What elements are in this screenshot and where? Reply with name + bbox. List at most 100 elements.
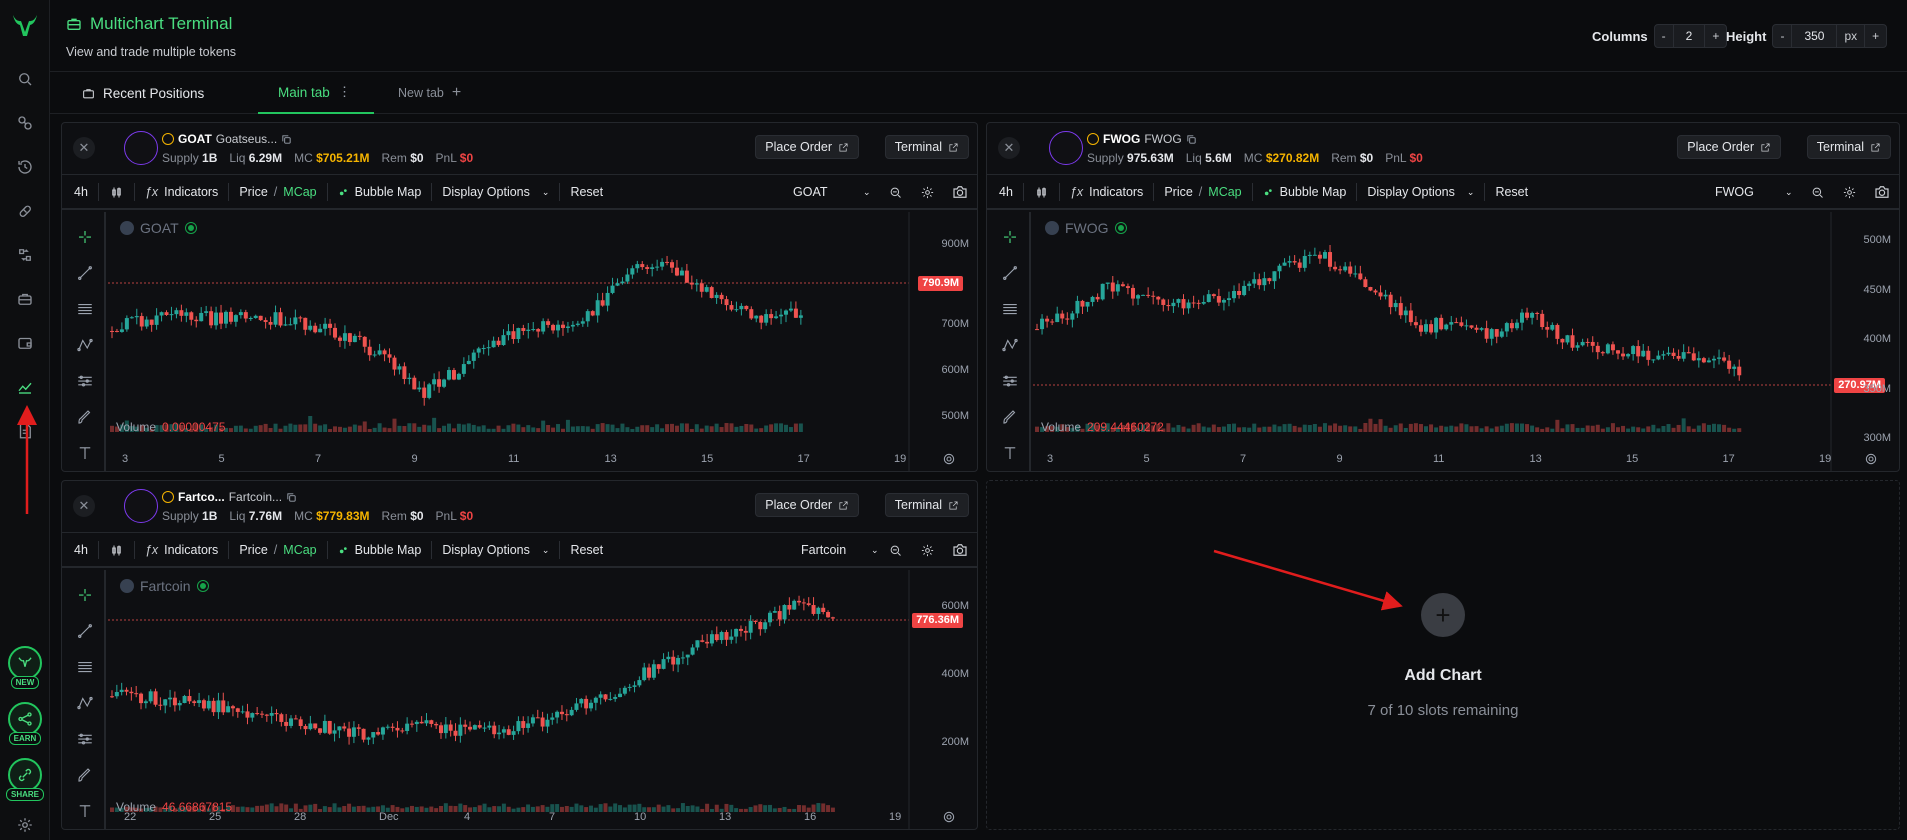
height-stepper[interactable]: - 350 px + <box>1772 24 1888 48</box>
share-badge-button[interactable]: SHARE <box>6 758 45 808</box>
terminal-button[interactable]: Terminal <box>884 135 969 159</box>
height-value[interactable]: 350 <box>1791 25 1838 47</box>
crosshair-tool-icon[interactable] <box>76 586 94 604</box>
fib-tool-icon[interactable] <box>76 300 94 318</box>
candle-type-button[interactable] <box>99 534 134 566</box>
columns-decrement-button[interactable]: - <box>1661 29 1666 43</box>
place-order-button[interactable]: Place Order <box>755 493 859 517</box>
swap-icon[interactable] <box>10 240 40 270</box>
copy-icon[interactable] <box>1186 134 1197 145</box>
token-avatar[interactable] <box>124 489 158 523</box>
token-select[interactable]: GOAT ⌄ <box>793 185 873 199</box>
chart-settings-button[interactable] <box>1842 185 1857 200</box>
link-icon[interactable] <box>10 108 40 138</box>
candle-type-button[interactable] <box>99 176 134 208</box>
earn-badge-button[interactable]: EARN <box>6 702 44 752</box>
token-avatar[interactable] <box>124 131 158 165</box>
reset-button[interactable]: Reset <box>560 176 613 208</box>
token-avatar[interactable] <box>1049 131 1083 165</box>
indicators-button[interactable]: ƒx Indicators <box>135 176 228 208</box>
columns-value[interactable]: 2 <box>1672 25 1706 47</box>
kebab-menu-icon[interactable]: ⋮ <box>337 84 352 99</box>
multichart-icon[interactable] <box>10 372 40 402</box>
price-chart[interactable]: FWOG Volume 209.44460272 270.97M 500M 450M… <box>1033 212 1899 471</box>
pattern-tool-icon[interactable] <box>76 336 94 354</box>
fib-tool-icon[interactable] <box>1001 300 1019 318</box>
zoom-button[interactable] <box>888 543 903 558</box>
display-options-dropdown[interactable]: Display Options ⌄ <box>432 534 559 566</box>
interval-selector[interactable]: 4h <box>987 176 1023 208</box>
axis-settings-gear-icon[interactable] <box>941 451 957 467</box>
interval-selector[interactable]: 4h <box>62 534 98 566</box>
trendline-tool-icon[interactable] <box>76 622 94 640</box>
pattern-tool-icon[interactable] <box>1001 336 1019 354</box>
token-select[interactable]: Fartcoin ⌄ <box>801 543 881 557</box>
token-select[interactable]: FWOG ⌄ <box>1715 185 1795 199</box>
reset-button[interactable]: Reset <box>1485 176 1538 208</box>
trendline-tool-icon[interactable] <box>1001 264 1019 282</box>
bull-logo-icon[interactable] <box>10 12 40 40</box>
add-chart-button[interactable]: + <box>1421 593 1465 637</box>
add-chart-slot[interactable]: + Add Chart 7 of 10 slots remaining <box>986 480 1900 830</box>
zoom-button[interactable] <box>1810 185 1825 200</box>
brush-tool-icon[interactable] <box>76 766 94 784</box>
close-chart-button[interactable]: ✕ <box>73 495 95 517</box>
fib-tool-icon[interactable] <box>76 658 94 676</box>
display-options-dropdown[interactable]: Display Options ⌄ <box>432 176 559 208</box>
pill-icon[interactable] <box>10 196 40 226</box>
text-tool-icon[interactable] <box>1001 444 1019 462</box>
price-chart[interactable]: Fartcoin Volume 46.66867815 776.36M 600M 4… <box>108 570 977 829</box>
chart-settings-button[interactable] <box>920 543 935 558</box>
prediction-tool-icon[interactable] <box>76 730 94 748</box>
new-badge-button[interactable]: NEW <box>6 646 44 696</box>
candlestick-plot[interactable] <box>108 212 977 472</box>
screenshot-button[interactable] <box>951 541 969 559</box>
price-mcap-toggle[interactable]: Price / MCap <box>229 176 326 208</box>
prediction-tool-icon[interactable] <box>1001 372 1019 390</box>
terminal-button[interactable]: Terminal <box>884 493 969 517</box>
tab-new[interactable]: New tab + <box>398 72 461 114</box>
crosshair-tool-icon[interactable] <box>1001 228 1019 246</box>
height-increment-button[interactable]: + <box>1864 25 1886 47</box>
screenshot-button[interactable] <box>1873 183 1891 201</box>
bubble-map-button[interactable]: Bubble Map <box>1253 176 1357 208</box>
brush-tool-icon[interactable] <box>76 408 94 426</box>
document-icon[interactable] <box>10 416 40 446</box>
zoom-button[interactable] <box>888 185 903 200</box>
bubble-map-button[interactable]: Bubble Map <box>328 176 432 208</box>
reset-button[interactable]: Reset <box>560 534 613 566</box>
search-icon[interactable] <box>10 64 40 94</box>
text-tool-icon[interactable] <box>76 444 94 462</box>
candlestick-plot[interactable] <box>1033 212 1899 472</box>
indicators-button[interactable]: ƒx Indicators <box>1060 176 1153 208</box>
crosshair-tool-icon[interactable] <box>76 228 94 246</box>
wallet-icon[interactable] <box>10 328 40 358</box>
place-order-button[interactable]: Place Order <box>755 135 859 159</box>
indicators-button[interactable]: ƒx Indicators <box>135 534 228 566</box>
price-mcap-toggle[interactable]: Price / MCap <box>1154 176 1251 208</box>
text-tool-icon[interactable] <box>76 802 94 820</box>
history-icon[interactable] <box>10 152 40 182</box>
display-options-dropdown[interactable]: Display Options ⌄ <box>1357 176 1484 208</box>
close-chart-button[interactable]: ✕ <box>998 137 1020 159</box>
axis-settings-gear-icon[interactable] <box>1863 451 1879 467</box>
candle-type-button[interactable] <box>1024 176 1059 208</box>
columns-increment-button[interactable]: + <box>1712 29 1720 43</box>
brush-tool-icon[interactable] <box>1001 408 1019 426</box>
candlestick-plot[interactable] <box>108 570 977 830</box>
close-chart-button[interactable]: ✕ <box>73 137 95 159</box>
tab-recent-positions[interactable]: Recent Positions <box>82 72 204 114</box>
terminal-button[interactable]: Terminal <box>1806 135 1891 159</box>
chart-settings-button[interactable] <box>920 185 935 200</box>
height-decrement-button[interactable]: - <box>1780 29 1785 43</box>
price-chart[interactable]: GOAT Volume 0.00000475 790.9M 900M 700M 600… <box>108 212 977 471</box>
axis-settings-gear-icon[interactable] <box>941 809 957 825</box>
columns-stepper[interactable]: - 2 + <box>1653 24 1728 48</box>
trendline-tool-icon[interactable] <box>76 264 94 282</box>
settings-gear-icon[interactable] <box>10 814 40 836</box>
copy-icon[interactable] <box>281 134 292 145</box>
price-mcap-toggle[interactable]: Price / MCap <box>229 534 326 566</box>
place-order-button[interactable]: Place Order <box>1677 135 1781 159</box>
prediction-tool-icon[interactable] <box>76 372 94 390</box>
copy-icon[interactable] <box>286 492 297 503</box>
